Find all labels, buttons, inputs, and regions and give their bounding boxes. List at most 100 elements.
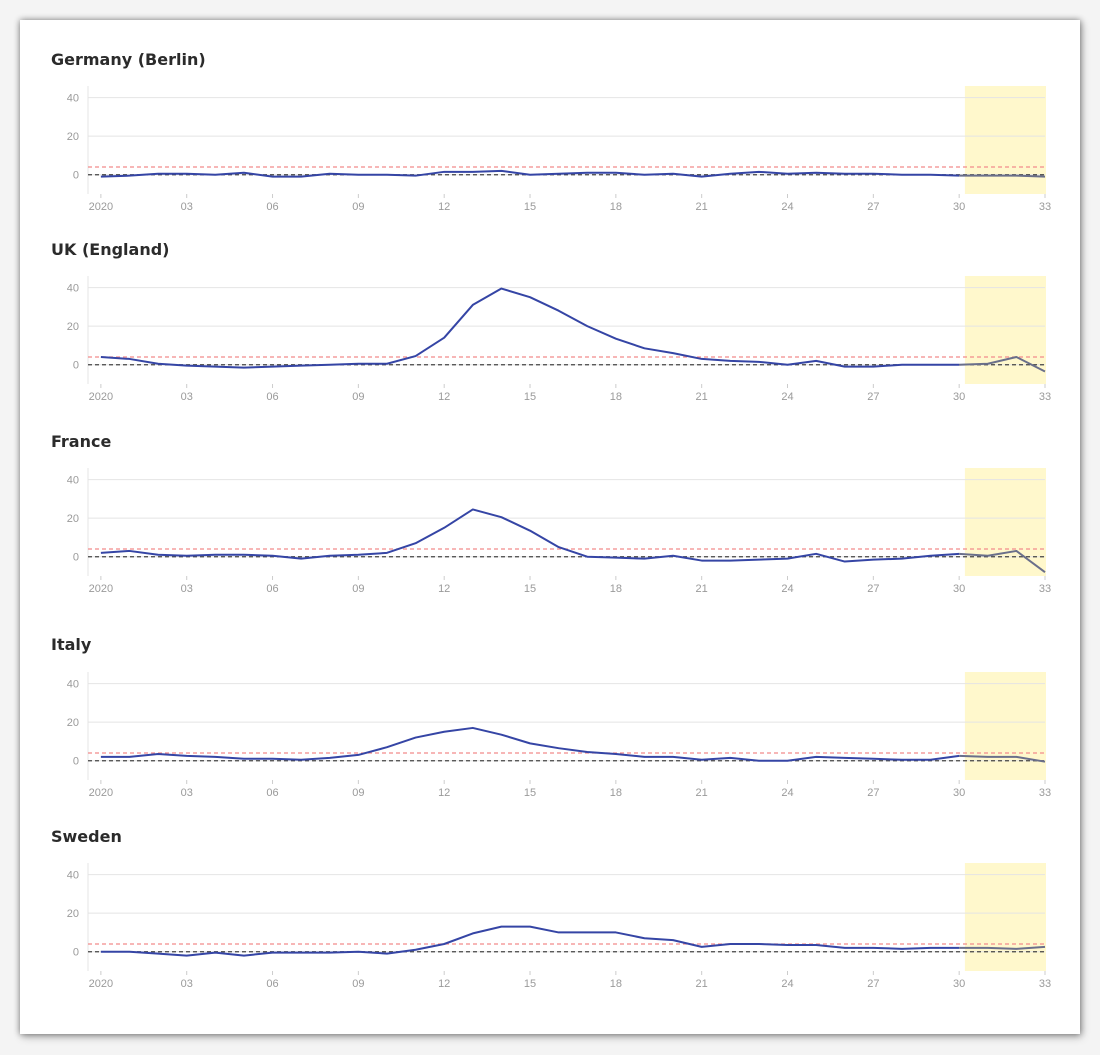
series-line [100,726,960,762]
x-tick-label: 2020 [89,391,113,403]
chart-germany: 0 20 40 2020 03 06 09 12 15 18 21 24 27 30 33 [67,86,1051,213]
series-line-forecast [959,549,1046,573]
forecast-highlight [964,863,1046,971]
chart-sweden: 0 20 40 2020 03 06 09 12 15 18 21 24 27 30 33 [67,863,1051,990]
x-tick-label: 12 [438,583,450,595]
chart-france: 0 20 40 2020 03 06 09 12 15 18 21 24 27 30 33 [67,468,1051,595]
series-line [100,925,960,957]
x-tick-label: 09 [352,391,364,403]
x-tick-label: 18 [610,978,622,990]
x-tick-label: 21 [696,978,708,990]
x-tick-label: 33 [1039,978,1051,990]
x-tick-label: 30 [953,391,965,403]
y-tick-label: 20 [67,717,79,729]
x-tick-label: 2020 [89,201,113,213]
x-tick-label: 21 [696,583,708,595]
x-tick-label: 27 [867,201,879,213]
y-tick-label: 0 [73,756,79,768]
x-tick-label: 33 [1039,391,1051,403]
x-tick-label: 30 [953,787,965,799]
x-tick-label: 15 [524,201,536,213]
x-tick-label: 03 [181,787,193,799]
y-tick-label: 20 [67,131,79,143]
x-tick-label: 15 [524,583,536,595]
y-tick-label: 40 [67,93,79,105]
x-tick-label: 09 [352,583,364,595]
x-tick-label: 15 [524,391,536,403]
x-tick-label: 09 [352,978,364,990]
series-line-forecast [959,754,1046,763]
x-tick-label: 12 [438,201,450,213]
panel-title-sweden: Sweden [51,827,122,846]
chart-italy: 0 20 40 2020 03 06 09 12 15 18 21 24 27 30 33 [67,672,1051,799]
y-tick-label: 20 [67,513,79,525]
x-tick-label: 21 [696,391,708,403]
x-tick-label: 03 [181,201,193,213]
panel-title-italy: Italy [51,635,92,654]
x-tick-label: 27 [867,583,879,595]
x-tick-label: 09 [352,787,364,799]
x-tick-label: 30 [953,583,965,595]
x-tick-label: 24 [781,978,793,990]
y-tick-label: 0 [73,947,79,959]
panel-title-uk: UK (England) [51,240,170,259]
forecast-highlight [964,86,1046,194]
y-tick-label: 40 [67,870,79,882]
y-tick-label: 40 [67,679,79,691]
x-tick-label: 18 [610,787,622,799]
series-line [100,287,960,369]
x-tick-label: 15 [524,787,536,799]
x-tick-label: 2020 [89,583,113,595]
series-line-forecast [959,945,1046,950]
panel-title-france: France [51,432,112,451]
x-tick-label: 06 [266,583,278,595]
panel-title-germany: Germany (Berlin) [51,50,206,69]
forecast-highlight [964,672,1046,780]
series-line [100,169,960,178]
x-tick-label: 21 [696,787,708,799]
x-tick-label: 12 [438,787,450,799]
charts-card: Germany (Berlin) 0 20 40 2020 03 06 09 12 15 18 21… [20,20,1080,1034]
x-tick-label: 24 [781,201,793,213]
x-tick-label: 03 [181,978,193,990]
x-tick-label: 12 [438,978,450,990]
series-line [100,508,960,563]
x-tick-label: 24 [781,787,793,799]
x-tick-label: 27 [867,978,879,990]
x-tick-label: 30 [953,201,965,213]
x-tick-label: 18 [610,201,622,213]
x-tick-label: 06 [266,787,278,799]
y-tick-label: 20 [67,908,79,920]
series-line-forecast [959,356,1046,373]
x-tick-label: 18 [610,583,622,595]
x-tick-label: 06 [266,978,278,990]
x-tick-label: 03 [181,391,193,403]
y-tick-label: 40 [67,475,79,487]
y-tick-label: 20 [67,321,79,333]
forecast-highlight [964,468,1046,576]
x-tick-label: 24 [781,583,793,595]
x-tick-label: 21 [696,201,708,213]
x-tick-label: 24 [781,391,793,403]
x-tick-label: 27 [867,391,879,403]
x-tick-label: 15 [524,978,536,990]
series-line-forecast [959,174,1046,178]
x-tick-label: 33 [1039,787,1051,799]
x-tick-label: 03 [181,583,193,595]
x-tick-label: 18 [610,391,622,403]
x-tick-label: 33 [1039,201,1051,213]
x-tick-label: 27 [867,787,879,799]
chart-uk: 0 20 40 2020 03 06 09 12 15 18 21 24 27 30 33 [67,276,1051,403]
x-tick-label: 2020 [89,978,113,990]
x-tick-label: 33 [1039,583,1051,595]
y-tick-label: 0 [73,360,79,372]
x-tick-label: 2020 [89,787,113,799]
y-tick-label: 0 [73,170,79,182]
y-tick-label: 0 [73,552,79,564]
forecast-highlight [964,276,1046,384]
x-tick-label: 06 [266,201,278,213]
x-tick-label: 06 [266,391,278,403]
y-tick-label: 40 [67,283,79,295]
x-tick-label: 30 [953,978,965,990]
x-tick-label: 09 [352,201,364,213]
